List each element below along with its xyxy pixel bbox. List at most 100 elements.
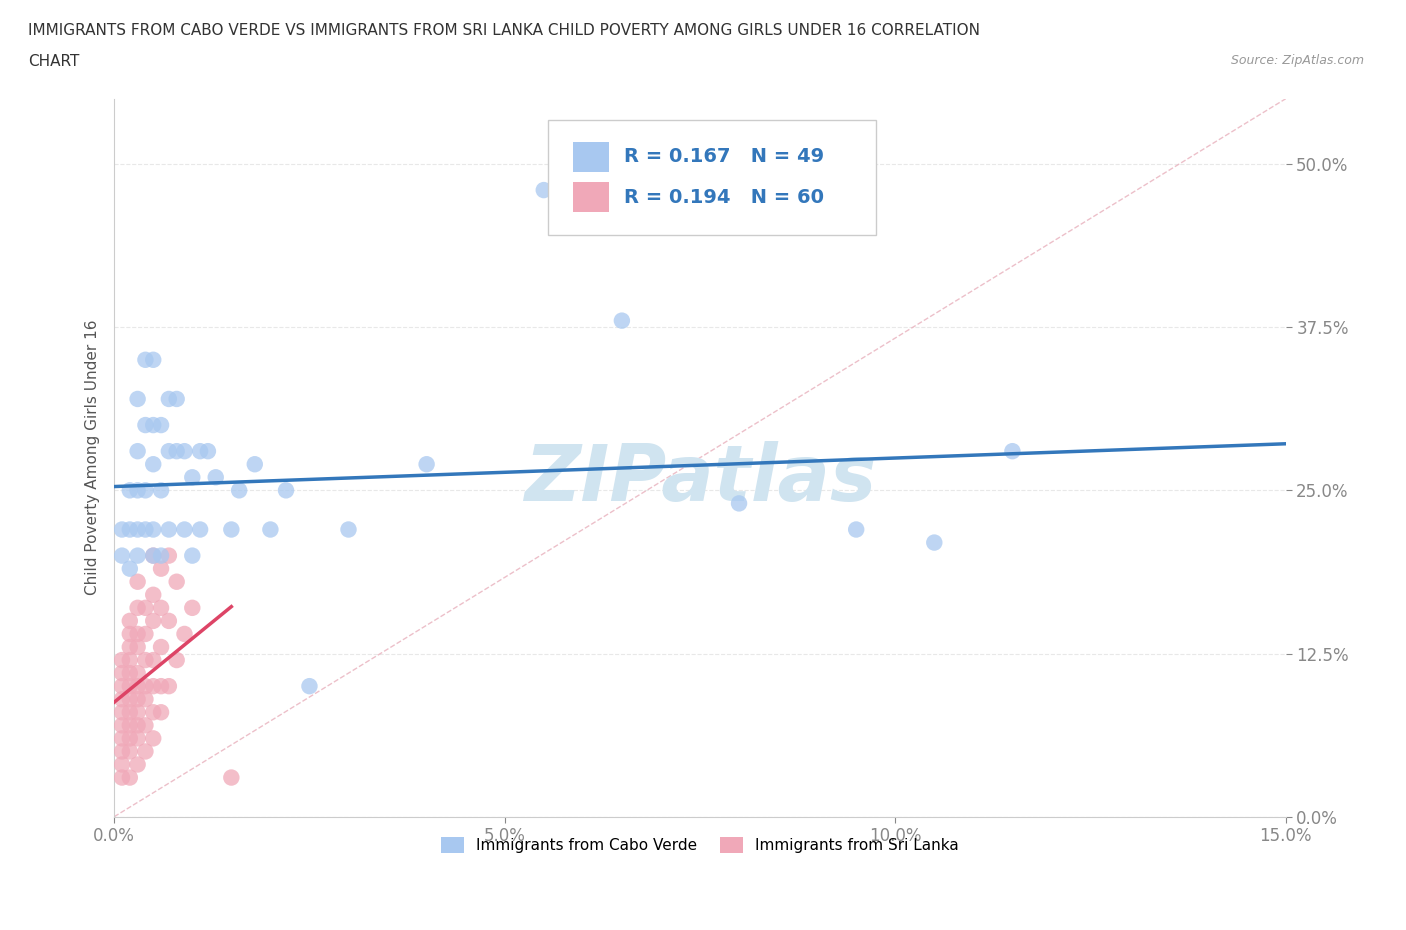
Point (166, 653, 188, 668)
Point (111, 548, 134, 563)
Point (181, 470, 204, 485)
Point (111, 770, 134, 785)
Text: CHART: CHART (28, 54, 80, 69)
Point (173, 444, 195, 458)
Point (134, 718, 156, 733)
Point (134, 483, 156, 498)
Point (157, 522, 180, 537)
Point (150, 679, 173, 694)
Point (118, 705, 141, 720)
Point (134, 418, 156, 432)
Point (118, 718, 141, 733)
Point (142, 352, 165, 367)
FancyBboxPatch shape (548, 120, 876, 235)
Point (134, 352, 156, 367)
Point (118, 522, 141, 537)
Point (188, 522, 211, 537)
Point (1001, 444, 1024, 458)
Point (142, 653, 165, 668)
Text: IMMIGRANTS FROM CABO VERDE VS IMMIGRANTS FROM SRI LANKA CHILD POVERTY AMONG GIRL: IMMIGRANTS FROM CABO VERDE VS IMMIGRANTS… (28, 23, 980, 38)
Point (127, 679, 149, 694)
Point (142, 418, 165, 432)
Point (111, 705, 134, 720)
Point (111, 653, 134, 668)
Point (127, 444, 149, 458)
Point (415, 457, 437, 472)
Point (134, 653, 156, 668)
Point (127, 627, 149, 642)
Point (924, 535, 946, 550)
Point (142, 705, 165, 720)
Point (142, 522, 165, 537)
Point (298, 679, 321, 694)
Point (127, 522, 149, 537)
Point (127, 548, 149, 563)
Point (337, 522, 360, 537)
Point (533, 182, 555, 197)
Point (118, 561, 141, 576)
Point (157, 444, 180, 458)
Point (142, 679, 165, 694)
Point (157, 614, 180, 629)
Point (181, 601, 204, 616)
Point (181, 548, 204, 563)
Point (610, 313, 633, 328)
Point (142, 588, 165, 603)
Point (150, 548, 173, 563)
FancyBboxPatch shape (574, 141, 609, 172)
Point (142, 457, 165, 472)
Point (134, 692, 156, 707)
Point (274, 483, 297, 498)
Text: Source: ZipAtlas.com: Source: ZipAtlas.com (1230, 54, 1364, 67)
Point (127, 392, 149, 406)
Point (150, 705, 173, 720)
Point (221, 770, 243, 785)
Y-axis label: Child Poverty Among Girls Under 16: Child Poverty Among Girls Under 16 (86, 320, 100, 595)
Point (127, 692, 149, 707)
Point (118, 692, 141, 707)
Point (134, 522, 156, 537)
Point (111, 718, 134, 733)
Point (134, 627, 156, 642)
Point (142, 614, 165, 629)
Text: ZIPatlas: ZIPatlas (524, 441, 876, 517)
FancyBboxPatch shape (574, 182, 609, 212)
Point (157, 392, 180, 406)
Point (111, 679, 134, 694)
Point (111, 731, 134, 746)
Point (150, 640, 173, 655)
Point (188, 444, 211, 458)
Point (127, 718, 149, 733)
Point (118, 770, 141, 785)
Point (118, 614, 141, 629)
Text: R = 0.167   N = 49: R = 0.167 N = 49 (624, 147, 824, 166)
Point (173, 522, 195, 537)
Point (157, 548, 180, 563)
Point (127, 666, 149, 681)
Point (127, 601, 149, 616)
Point (111, 666, 134, 681)
Point (259, 522, 281, 537)
Point (845, 522, 868, 537)
Point (127, 483, 149, 498)
Point (127, 705, 149, 720)
Point (166, 392, 188, 406)
Point (134, 744, 156, 759)
Point (127, 757, 149, 772)
Point (157, 679, 180, 694)
Point (166, 575, 188, 590)
Legend: Immigrants from Cabo Verde, Immigrants from Sri Lanka: Immigrants from Cabo Verde, Immigrants f… (434, 831, 965, 859)
Point (728, 496, 751, 511)
Point (221, 522, 243, 537)
Point (111, 522, 134, 537)
Point (173, 627, 195, 642)
Point (142, 548, 165, 563)
Text: R = 0.194   N = 60: R = 0.194 N = 60 (624, 188, 824, 206)
Point (150, 601, 173, 616)
Point (118, 731, 141, 746)
Point (142, 548, 165, 563)
Point (127, 731, 149, 746)
Point (111, 757, 134, 772)
Point (118, 679, 141, 694)
Point (150, 418, 173, 432)
